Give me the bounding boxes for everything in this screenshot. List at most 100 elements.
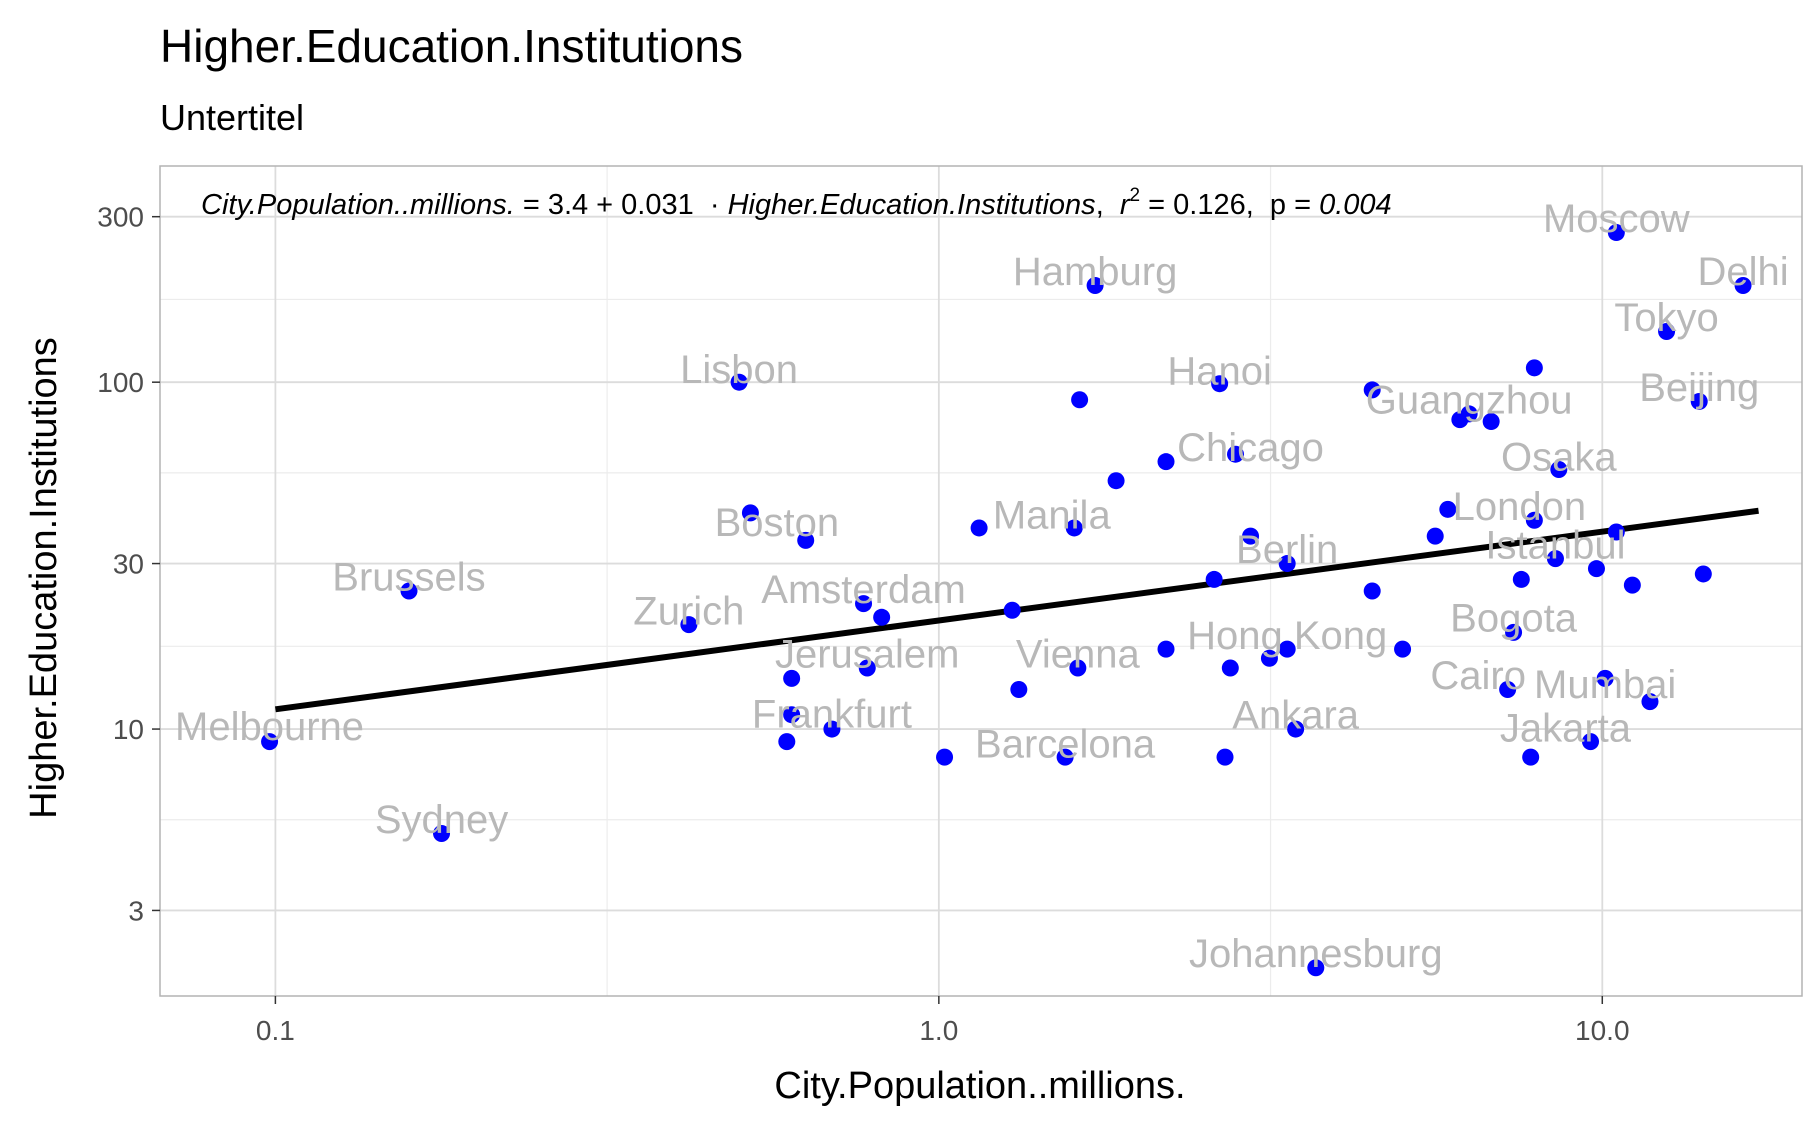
y-tick-label: 300: [97, 202, 144, 233]
y-tick-label: 10: [113, 714, 144, 745]
annotation-r-symbol: r: [1120, 189, 1131, 221]
annotation-p-symbol: p: [1270, 189, 1286, 221]
point-label: Moscow: [1543, 197, 1690, 241]
data-point: [680, 616, 698, 634]
data-point: [1439, 500, 1457, 518]
point-label: Beijing: [1639, 366, 1759, 410]
data-points: [261, 224, 1752, 977]
data-point: [1596, 669, 1614, 687]
point-label: Chicago: [1177, 426, 1324, 470]
data-point: [1211, 375, 1229, 393]
data-point: [1071, 391, 1089, 409]
x-axis-ticks: 0.1 1.0 10.0: [256, 996, 1630, 1046]
data-point: [1157, 640, 1175, 658]
point-label: Frankfurt: [752, 692, 912, 736]
data-point: [1107, 472, 1125, 490]
data-point: [1363, 381, 1381, 399]
data-point: [1525, 359, 1543, 377]
point-label: Bogota: [1450, 596, 1578, 640]
point-label: Vienna: [1016, 633, 1141, 677]
point-label: Amsterdam: [761, 568, 966, 612]
data-point: [1086, 276, 1104, 294]
data-point: [741, 504, 759, 522]
data-point: [1525, 511, 1543, 529]
annotation-p-value: 0.004: [1319, 189, 1392, 221]
chart-subtitle: Untertitel: [160, 97, 304, 138]
data-point: [855, 595, 873, 613]
data-point: [1641, 693, 1659, 711]
data-point: [1623, 576, 1641, 594]
annotation-p-eq: =: [1286, 189, 1319, 221]
data-point: [797, 531, 815, 549]
data-point: [783, 669, 801, 687]
data-point: [1426, 527, 1444, 545]
data-point: [1003, 601, 1021, 619]
point-label: Cairo: [1430, 654, 1526, 698]
data-point: [1550, 461, 1568, 479]
point-label: Hanoi: [1167, 350, 1272, 394]
data-point: [1694, 565, 1712, 583]
point-label: Guangzhou: [1366, 379, 1573, 423]
data-point: [1394, 640, 1412, 658]
data-point: [1242, 527, 1260, 545]
point-label: Jerusalem: [775, 633, 960, 677]
data-point: [1607, 523, 1625, 541]
x-tick-label: 10.0: [1575, 1015, 1630, 1046]
data-point: [1363, 582, 1381, 600]
annotation-sep: ,: [1096, 189, 1120, 221]
chart-title: Higher.Education.Institutions: [160, 20, 743, 72]
point-label: Barcelona: [975, 722, 1156, 766]
point-label: Boston: [715, 501, 840, 545]
point-label: Melbourne: [175, 705, 364, 749]
grid-lines: [160, 166, 1802, 996]
data-point: [873, 608, 891, 626]
x-tick-label: 0.1: [256, 1015, 295, 1046]
data-point: [1069, 659, 1087, 677]
panel-border: [159, 165, 1803, 997]
data-point: [936, 748, 954, 766]
data-point: [1278, 555, 1296, 573]
data-point: [783, 706, 801, 724]
y-axis-title: Higher.Education.Institutions: [23, 337, 65, 819]
point-label: Mumbai: [1534, 663, 1676, 707]
data-point: [1056, 748, 1074, 766]
point-label: Brussels: [332, 556, 485, 600]
data-point: [1546, 550, 1564, 568]
data-point: [433, 824, 451, 842]
data-point: [1505, 623, 1523, 641]
data-point: [400, 582, 418, 600]
x-tick-label: 1.0: [919, 1015, 958, 1046]
data-point: [1499, 681, 1517, 699]
data-point: [1658, 323, 1676, 341]
annotation-r-value: = 0.126,: [1140, 189, 1270, 221]
y-tick-label: 30: [113, 549, 144, 580]
point-label: Ankara: [1232, 694, 1359, 738]
point-label: Berlin: [1236, 528, 1338, 572]
point-label: Johannesburg: [1189, 932, 1443, 976]
point-label: Delhi: [1697, 250, 1788, 294]
data-point: [1482, 413, 1500, 431]
data-point: [1582, 733, 1600, 751]
point-labels: Melbourne Brussels Sydney Zurich Lisbon Bosto…: [175, 197, 1789, 976]
regression-annotation: City.Population..millions. = 3.4 + 0.031…: [201, 185, 1392, 221]
data-point: [1260, 649, 1278, 667]
data-point: [823, 720, 841, 738]
y-tick-label: 3: [128, 895, 144, 926]
data-point: [778, 733, 796, 751]
point-label: London: [1453, 485, 1586, 529]
data-point: [1607, 224, 1625, 242]
data-point: [261, 733, 279, 751]
annotation-r-exponent: 2: [1130, 185, 1141, 206]
point-label: Jakarta: [1500, 707, 1632, 751]
annotation-rhs: Higher.Education.Institutions: [728, 189, 1096, 221]
data-point: [1587, 560, 1605, 578]
data-point: [1205, 570, 1223, 588]
data-point: [1278, 640, 1296, 658]
data-point: [1460, 405, 1478, 423]
point-label: Istanbul: [1485, 524, 1625, 568]
annotation-coefficients: = 3.4 + 0.031 ·: [515, 189, 728, 221]
y-tick-label: 100: [97, 367, 144, 398]
point-label: Lisbon: [680, 348, 798, 392]
point-label: Osaka: [1501, 436, 1617, 480]
